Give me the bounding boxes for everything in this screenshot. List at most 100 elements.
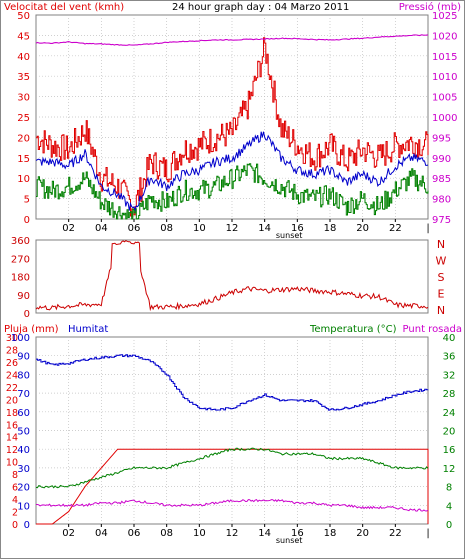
temperature-tick-label: 40 — [443, 333, 456, 344]
plot-frame — [35, 239, 429, 314]
rain-tick-label: 0 — [12, 520, 18, 531]
rain-tick-label: 4 — [12, 495, 18, 506]
rain-tick-label: 6 — [12, 483, 18, 494]
direction-letter: N — [437, 238, 445, 251]
rain-tick-label: 18 — [6, 408, 18, 419]
rain-tick-label: 12 — [6, 445, 18, 456]
x-end-marker: | — [426, 223, 429, 234]
pressure-tick-label: 1015 — [432, 52, 457, 63]
humidity-tick-label: 10 — [17, 501, 30, 512]
wind-tick-label: 45 — [17, 31, 30, 42]
humidity-tick-label: 90 — [17, 352, 30, 363]
pressure-tick-label: 1025 — [432, 11, 457, 22]
rain-tick-label: 20 — [6, 395, 18, 406]
humidity-tick-label: 60 — [17, 408, 30, 419]
temperature-tick-label: 20 — [443, 427, 456, 438]
wind-axis-label: Velocitat del vent (kmh) — [4, 2, 124, 13]
pressure-tick-label: 1020 — [432, 31, 457, 42]
x-tick-label: 20 — [356, 223, 369, 234]
low-wind-series-line — [36, 163, 429, 220]
x-tick-label: 02 — [62, 223, 75, 234]
pressure-tick-label: 995 — [432, 133, 451, 144]
direction-tick-label: 0 — [24, 309, 30, 320]
wind-tick-label: 10 — [17, 174, 30, 185]
wind-tick-label: 50 — [17, 11, 30, 22]
rain-tick-label: 8 — [12, 470, 18, 481]
direction-tick-label: 180 — [11, 273, 30, 284]
x-tick-label: 14 — [258, 223, 271, 234]
x-tick-label: 14 — [258, 528, 271, 539]
direction-letter: E — [438, 288, 445, 301]
direction-letter: N — [437, 304, 445, 317]
pressure-tick-label: 980 — [432, 195, 451, 206]
temperature-tick-label: 32 — [443, 370, 456, 381]
temperature-tick-label: 36 — [443, 352, 456, 363]
rain-tick-label: 28 — [6, 345, 18, 356]
gust-series-line — [36, 37, 429, 217]
pressure-tick-label: 1000 — [432, 113, 457, 124]
humidity-axis-label: Humitat — [68, 324, 108, 335]
humidity-tick-label: 20 — [17, 483, 30, 494]
rain-tick-label: 24 — [6, 370, 18, 381]
x-end-marker: | — [426, 528, 429, 539]
rain-tick-label: 14 — [6, 433, 18, 444]
temperature-tick-label: 12 — [443, 464, 456, 475]
temperature-tick-label: 0 — [446, 520, 452, 531]
temperature-tick-label: 4 — [446, 501, 452, 512]
humidity-tick-label: 50 — [17, 427, 30, 438]
x-tick-label: 22 — [389, 528, 402, 539]
x-tick-label: 18 — [324, 223, 337, 234]
rain-tick-label: 16 — [6, 420, 18, 431]
x-tick-label: 08 — [160, 223, 173, 234]
wind-tick-label: 15 — [17, 154, 30, 165]
humidity-tick-label: 30 — [17, 464, 30, 475]
temperature-series-line — [35, 447, 429, 489]
wind-pressure-panel: 0510152025303540455097598098599099510001… — [17, 11, 457, 240]
direction-letter: S — [438, 271, 445, 284]
wind-tick-label: 0 — [24, 215, 30, 226]
direction-tick-label: 270 — [11, 254, 30, 265]
wind-tick-label: 20 — [17, 133, 30, 144]
dewpoint-axis-label: Punt rosada — [403, 324, 462, 335]
x-tick-label: 16 — [291, 223, 304, 234]
x-tick-label: 06 — [128, 223, 141, 234]
wind-tick-label: 25 — [17, 113, 30, 124]
pressure-tick-label: 975 — [432, 215, 451, 226]
pressure-tick-label: 985 — [432, 174, 451, 185]
rain-tick-label: 2 — [12, 508, 18, 519]
pressure-axis-label: Pressió (mb) — [399, 1, 461, 13]
rain-series-line — [36, 448, 429, 525]
temperature-tick-label: 16 — [443, 445, 456, 456]
wind-tick-label: 40 — [17, 52, 30, 63]
direction-letter: W — [436, 255, 447, 268]
direction-tick-label: 90 — [17, 291, 30, 302]
temperature-tick-label: 28 — [443, 389, 456, 400]
wind-tick-label: 30 — [17, 93, 30, 104]
x-tick-label: 04 — [95, 528, 108, 539]
humidity-series-line — [36, 354, 429, 411]
wind-tick-label: 5 — [24, 195, 30, 206]
temperature-tick-label: 24 — [443, 408, 456, 419]
x-tick-label: 22 — [389, 223, 402, 234]
pressure-tick-label: 1005 — [432, 93, 457, 104]
x-tick-label: 10 — [193, 223, 206, 234]
x-tick-label: 20 — [356, 528, 369, 539]
humidity-tick-label: 40 — [17, 445, 30, 456]
direction-tick-label: 360 — [11, 236, 30, 247]
humidity-tick-label: 70 — [17, 389, 30, 400]
x-tick-label: 12 — [226, 223, 239, 234]
x-tick-label: 08 — [160, 528, 173, 539]
wind-tick-label: 35 — [17, 72, 30, 83]
rain-axis-label: Pluja (mm) — [4, 324, 59, 335]
wind-direction-panel: 0 90 180 270 360 — [11, 236, 429, 320]
pressure-tick-label: 1010 — [432, 72, 457, 83]
pressure-tick-label: 990 — [432, 154, 451, 165]
x-tick-label: 06 — [128, 528, 141, 539]
temperature-axis-label: Temperatura (°C) — [309, 324, 397, 335]
rain-tick-label: 30 — [6, 333, 18, 344]
rain-tick-label: 26 — [6, 358, 18, 369]
avg-wind-series-line — [35, 131, 429, 212]
rain-tick-label: 22 — [6, 383, 18, 394]
